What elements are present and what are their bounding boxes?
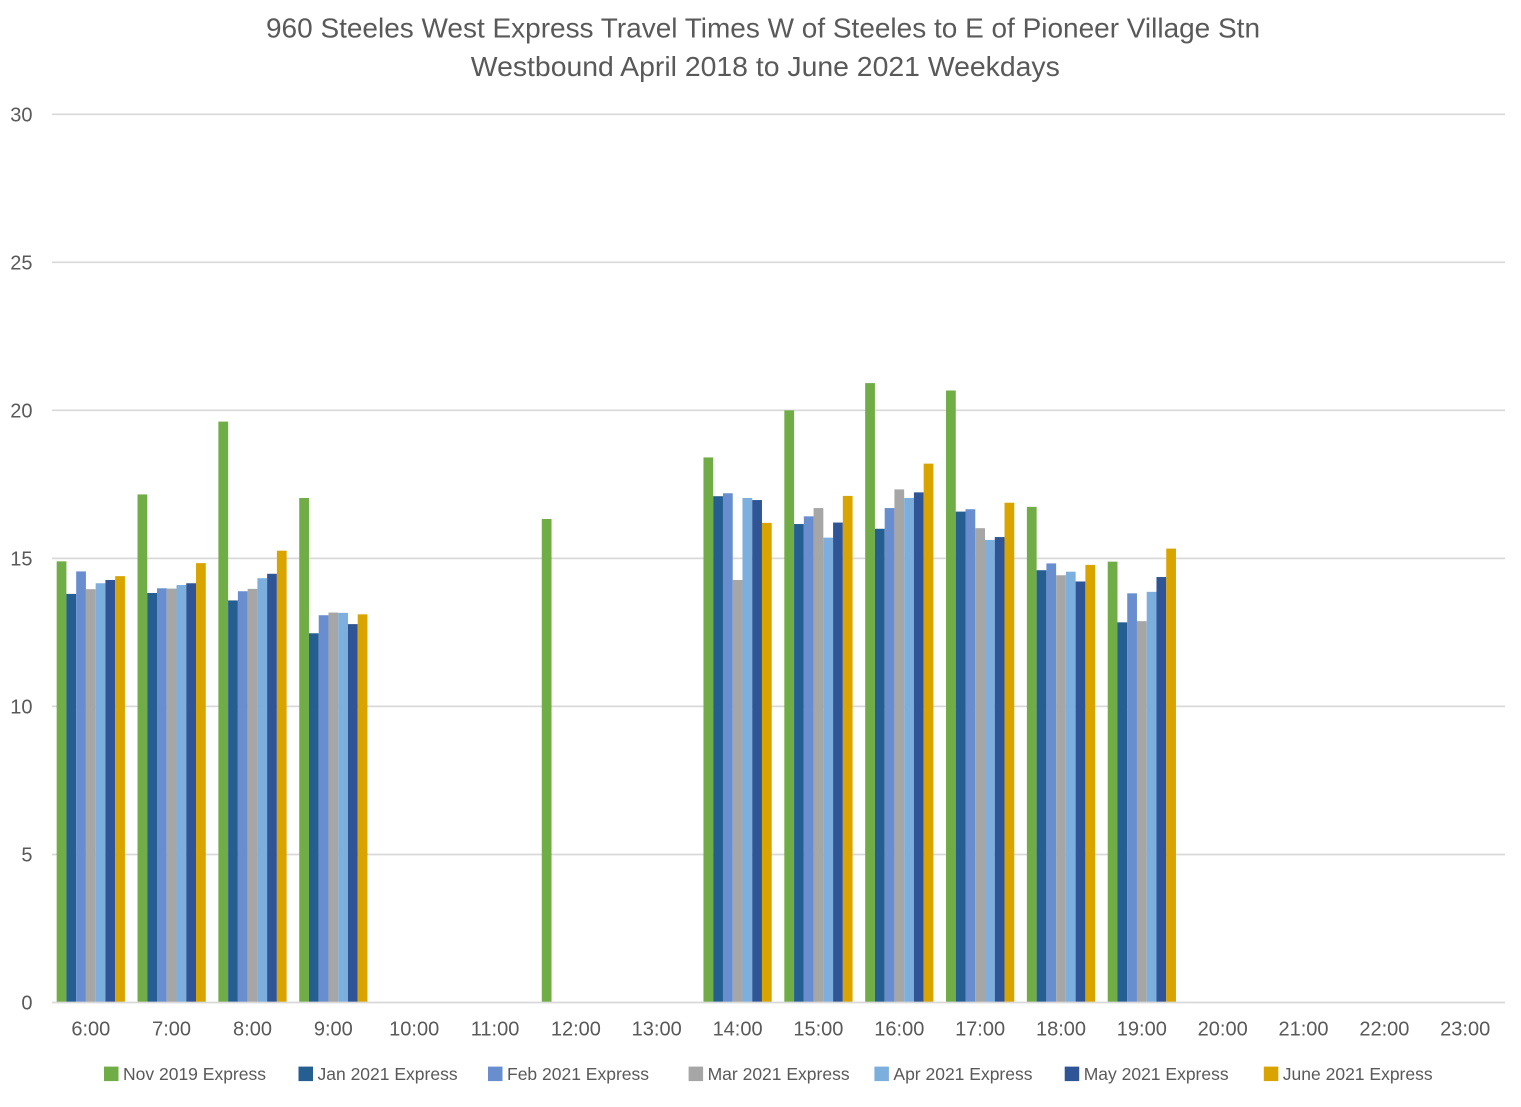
- svg-text:25: 25: [10, 252, 32, 274]
- svg-text:23:00: 23:00: [1440, 1018, 1490, 1040]
- svg-text:May 2021 Express: May 2021 Express: [1084, 1064, 1229, 1084]
- svg-text:13:00: 13:00: [632, 1018, 682, 1040]
- svg-text:20: 20: [10, 400, 32, 422]
- svg-text:Apr 2021 Express: Apr 2021 Express: [893, 1064, 1032, 1084]
- svg-text:16:00: 16:00: [874, 1018, 924, 1040]
- svg-text:14:00: 14:00: [713, 1018, 763, 1040]
- svg-text:30: 30: [10, 104, 32, 126]
- svg-text:15:00: 15:00: [793, 1018, 843, 1040]
- svg-text:960 Steeles West Express Trave: 960 Steeles West Express Travel Times W …: [266, 13, 1260, 44]
- svg-text:12:00: 12:00: [551, 1018, 601, 1040]
- svg-text:9:00: 9:00: [314, 1018, 353, 1040]
- svg-text:Westbound April 2018 to June 2: Westbound April 2018 to June 2021 Weekda…: [471, 51, 1060, 82]
- svg-text:17:00: 17:00: [955, 1018, 1005, 1040]
- svg-text:Mar 2021 Express: Mar 2021 Express: [708, 1064, 850, 1084]
- svg-text:Nov 2019 Express: Nov 2019 Express: [123, 1064, 266, 1084]
- svg-text:8:00: 8:00: [233, 1018, 272, 1040]
- svg-text:15: 15: [10, 548, 32, 570]
- svg-text:7:00: 7:00: [152, 1018, 191, 1040]
- svg-text:22:00: 22:00: [1359, 1018, 1409, 1040]
- svg-text:Jan 2021 Express: Jan 2021 Express: [318, 1064, 458, 1084]
- svg-text:6:00: 6:00: [71, 1018, 110, 1040]
- svg-text:18:00: 18:00: [1036, 1018, 1086, 1040]
- svg-text:10: 10: [10, 696, 32, 718]
- svg-text:0: 0: [21, 993, 32, 1015]
- svg-text:21:00: 21:00: [1278, 1018, 1328, 1040]
- svg-text:10:00: 10:00: [389, 1018, 439, 1040]
- svg-text:5: 5: [21, 845, 32, 867]
- svg-text:June 2021 Express: June 2021 Express: [1283, 1064, 1433, 1084]
- svg-text:19:00: 19:00: [1117, 1018, 1167, 1040]
- svg-text:20:00: 20:00: [1198, 1018, 1248, 1040]
- svg-text:Feb 2021 Express: Feb 2021 Express: [507, 1064, 649, 1084]
- svg-text:11:00: 11:00: [471, 1018, 520, 1040]
